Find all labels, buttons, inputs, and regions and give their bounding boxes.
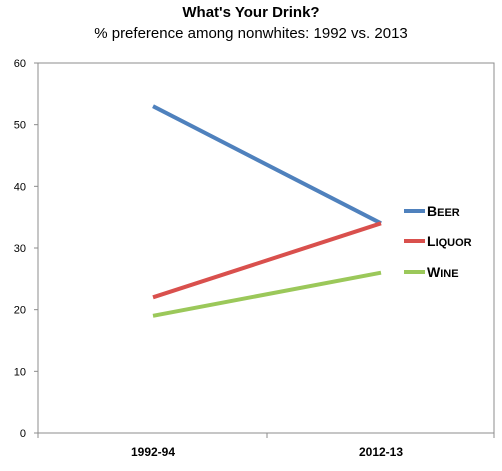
- axes: [34, 62, 495, 438]
- y-tick-labels: 0 10 20 30 40 50 60: [14, 58, 26, 440]
- legend-label-beer: BEER: [427, 203, 460, 219]
- series-line-beer: [152, 104, 382, 226]
- series-lines: [152, 104, 382, 318]
- chart-subtitle: % preference among nonwhites: 1992 vs. 2…: [94, 25, 408, 42]
- chart-title: What's Your Drink?: [182, 4, 320, 21]
- legend-label-liquor: LIQUOR: [427, 233, 472, 249]
- y-tick-label: 40: [14, 181, 26, 193]
- series-line-wine: [152, 270, 382, 318]
- y-tick-label: 30: [14, 243, 26, 255]
- y-tick-label: 60: [14, 58, 26, 70]
- x-tick-label: 1992-94: [131, 445, 175, 459]
- y-tick-label: 10: [14, 366, 26, 378]
- y-tick-label: 20: [14, 305, 26, 317]
- plot-area: [37, 62, 495, 434]
- legend: BEER LIQUOR WINE: [404, 203, 472, 280]
- series-line-liquor: [152, 221, 382, 300]
- legend-label-wine: WINE: [427, 264, 459, 280]
- x-tick-labels: 1992-94 2012-13: [131, 445, 403, 459]
- x-tick-label: 2012-13: [359, 445, 403, 459]
- y-tick-label: 50: [14, 120, 26, 132]
- y-tick-label: 0: [20, 428, 26, 440]
